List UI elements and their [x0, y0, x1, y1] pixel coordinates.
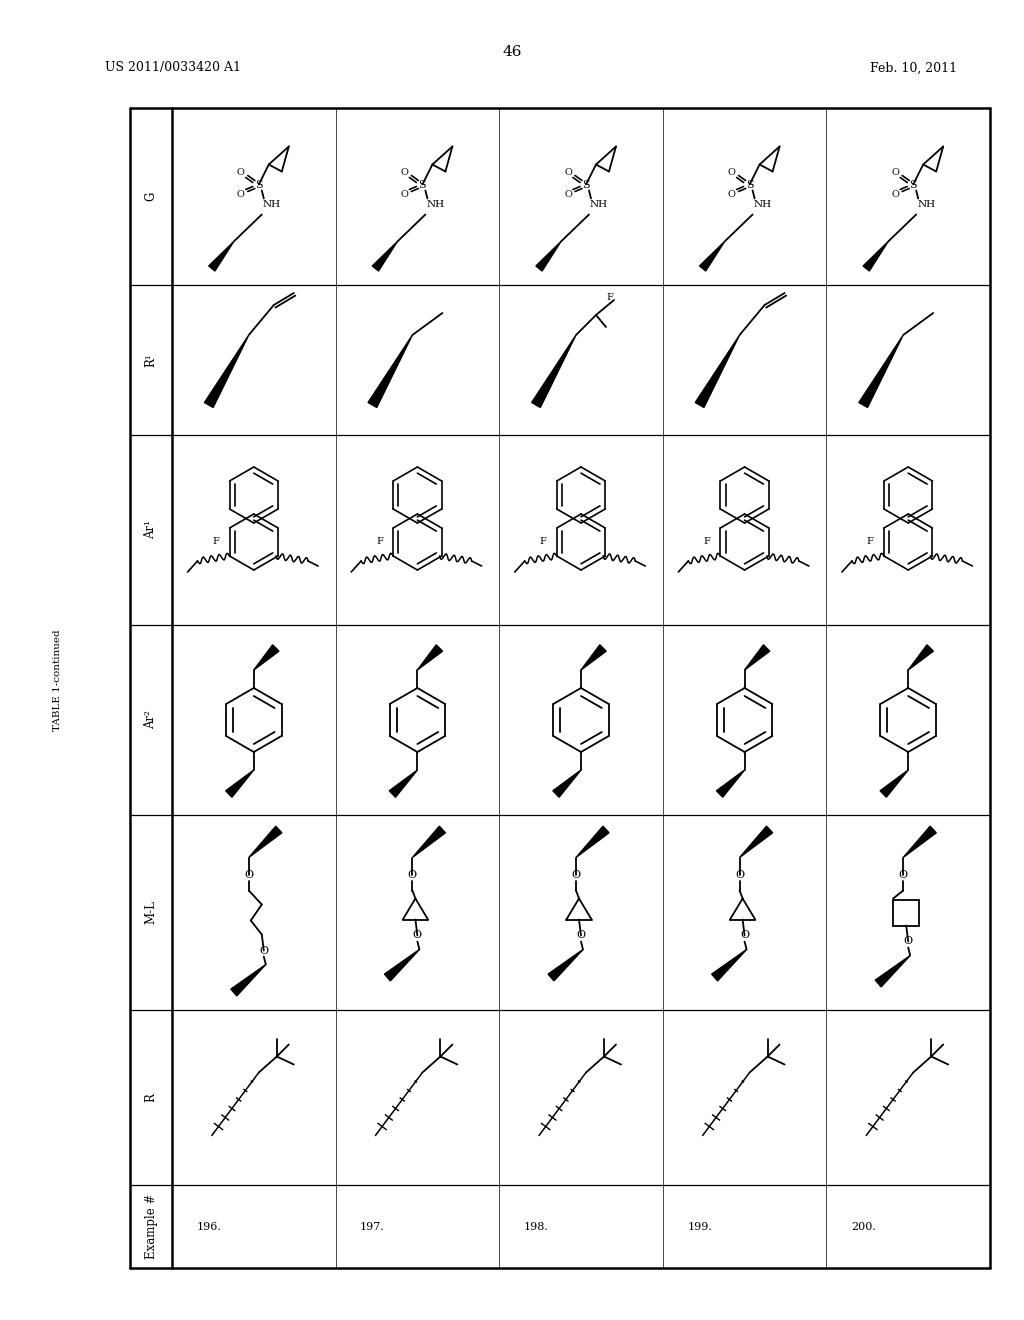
- Text: F: F: [540, 537, 547, 546]
- Text: S: S: [419, 180, 426, 190]
- Polygon shape: [548, 949, 583, 981]
- Polygon shape: [249, 826, 282, 858]
- Polygon shape: [209, 242, 233, 271]
- Text: Feb. 10, 2011: Feb. 10, 2011: [870, 62, 957, 74]
- Text: O: O: [400, 190, 409, 199]
- Polygon shape: [695, 335, 739, 408]
- Text: O: O: [237, 190, 245, 199]
- Polygon shape: [230, 965, 266, 995]
- Text: O: O: [400, 168, 409, 177]
- Text: US 2011/0033420 A1: US 2011/0033420 A1: [105, 62, 241, 74]
- Polygon shape: [384, 949, 420, 981]
- Text: 196.: 196.: [197, 1221, 221, 1232]
- Text: 200.: 200.: [851, 1221, 876, 1232]
- Text: O: O: [564, 190, 572, 199]
- Polygon shape: [373, 242, 397, 271]
- Text: G: G: [144, 191, 158, 201]
- Polygon shape: [413, 826, 445, 858]
- Text: O: O: [237, 168, 245, 177]
- Text: O: O: [891, 168, 899, 177]
- Text: 199.: 199.: [687, 1221, 713, 1232]
- Text: F: F: [376, 537, 383, 546]
- Text: 198.: 198.: [523, 1221, 549, 1232]
- Text: Ar¹: Ar¹: [144, 520, 158, 540]
- Polygon shape: [712, 949, 746, 981]
- Polygon shape: [859, 335, 903, 408]
- Text: O: O: [564, 168, 572, 177]
- Text: O: O: [899, 870, 907, 879]
- Text: O: O: [903, 936, 912, 946]
- Text: F: F: [866, 537, 873, 546]
- Text: F: F: [703, 537, 710, 546]
- Polygon shape: [699, 242, 725, 271]
- Polygon shape: [908, 644, 934, 671]
- Polygon shape: [553, 770, 581, 797]
- Text: O: O: [735, 870, 744, 879]
- Text: O: O: [740, 931, 750, 940]
- Text: NH: NH: [590, 201, 608, 209]
- Text: O: O: [259, 945, 268, 956]
- Polygon shape: [876, 956, 910, 987]
- Text: O: O: [571, 870, 581, 879]
- Polygon shape: [581, 644, 606, 671]
- Text: S: S: [583, 180, 590, 190]
- Text: O: O: [728, 168, 735, 177]
- Polygon shape: [536, 242, 561, 271]
- Text: M-L: M-L: [144, 900, 158, 924]
- Text: 46: 46: [502, 45, 522, 59]
- Polygon shape: [205, 335, 249, 408]
- Text: S: S: [255, 180, 262, 190]
- Text: O: O: [891, 190, 899, 199]
- Text: Example #: Example #: [144, 1193, 158, 1259]
- Polygon shape: [368, 335, 413, 408]
- Text: NH: NH: [426, 201, 444, 209]
- Text: O: O: [408, 870, 417, 879]
- Text: NH: NH: [263, 201, 281, 209]
- Polygon shape: [744, 644, 770, 671]
- Text: S: S: [745, 180, 754, 190]
- Polygon shape: [739, 826, 773, 858]
- Polygon shape: [418, 644, 442, 671]
- Polygon shape: [863, 242, 888, 271]
- Text: TABLE 1-continued: TABLE 1-continued: [53, 630, 62, 731]
- Polygon shape: [389, 770, 418, 797]
- Text: O: O: [245, 870, 253, 879]
- Text: NH: NH: [754, 201, 772, 209]
- Polygon shape: [717, 770, 744, 797]
- Text: O: O: [728, 190, 735, 199]
- Text: O: O: [413, 931, 422, 940]
- Text: R¹: R¹: [144, 354, 158, 367]
- Polygon shape: [254, 644, 279, 671]
- Text: F: F: [606, 293, 613, 301]
- Text: 197.: 197.: [360, 1221, 385, 1232]
- Text: NH: NH: [918, 201, 935, 209]
- Text: R: R: [144, 1093, 158, 1102]
- Polygon shape: [880, 770, 908, 797]
- Polygon shape: [531, 335, 575, 408]
- Text: Ar²: Ar²: [144, 710, 158, 730]
- Polygon shape: [903, 826, 936, 858]
- Text: S: S: [909, 180, 918, 190]
- Text: O: O: [577, 931, 586, 940]
- Polygon shape: [225, 770, 254, 797]
- Text: F: F: [212, 537, 219, 546]
- Polygon shape: [575, 826, 609, 858]
